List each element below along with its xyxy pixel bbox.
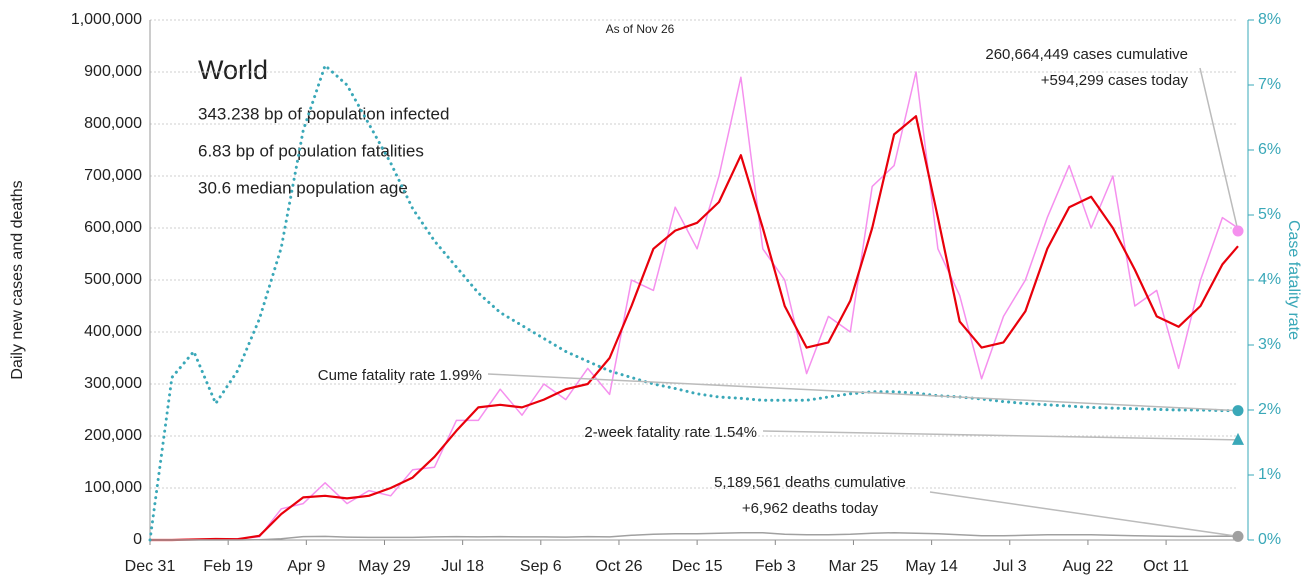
y2-tick-label: 8% <box>1258 11 1281 28</box>
y2-tick-label: 6% <box>1258 141 1281 158</box>
marker <box>1232 225 1244 237</box>
x-tick-label: Jul 3 <box>993 558 1027 575</box>
y2-tick-label: 3% <box>1258 336 1281 353</box>
x-tick-label: Dec 31 <box>125 558 176 575</box>
leader-line <box>487 373 1239 412</box>
y-tick-label: 500,000 <box>84 271 142 288</box>
y2-tick-label: 4% <box>1258 271 1281 288</box>
x-tick-label: Feb 3 <box>755 558 796 575</box>
annotation: 260,664,449 cases cumulative <box>985 46 1188 63</box>
y-tick-label: 1,000,000 <box>71 11 142 28</box>
series-line <box>150 115 1239 542</box>
y2-axis-label: Case fatality rate <box>1285 220 1302 340</box>
marker <box>1232 530 1244 542</box>
note: 6.83 bp of population fatalities <box>198 141 424 160</box>
x-tick-label: Aug 22 <box>1063 558 1114 575</box>
x-tick-label: May 14 <box>905 558 958 575</box>
y-tick-label: 600,000 <box>84 219 142 236</box>
y-tick-label: 0 <box>133 531 142 548</box>
annotation: Cume fatality rate 1.99% <box>318 367 482 384</box>
series-line <box>150 531 1239 541</box>
leader-line <box>762 430 1239 441</box>
annotation: +6,962 deaths today <box>742 500 879 517</box>
chart-title: World <box>198 55 268 85</box>
x-tick-label: Oct 11 <box>1143 558 1189 575</box>
annotation: +594,299 cases today <box>1041 72 1189 89</box>
x-tick-label: Jul 18 <box>441 558 484 575</box>
y-tick-label: 700,000 <box>84 167 142 184</box>
series-line <box>150 71 1239 541</box>
x-tick-label: Dec 15 <box>672 558 723 575</box>
x-tick-label: Mar 25 <box>829 558 879 575</box>
x-tick-label: Sep 6 <box>520 558 562 575</box>
y-axis-label: Daily new cases and deaths <box>9 180 26 379</box>
chart-subtitle: As of Nov 26 <box>606 22 675 36</box>
leader-line <box>929 491 1239 538</box>
y2-tick-label: 0% <box>1258 531 1281 548</box>
y-tick-label: 800,000 <box>84 115 142 132</box>
marker <box>1232 432 1244 445</box>
x-tick-label: Oct 26 <box>595 558 642 575</box>
y-tick-label: 400,000 <box>84 323 142 340</box>
y2-tick-label: 7% <box>1258 76 1281 93</box>
x-tick-label: Apr 9 <box>287 558 325 575</box>
x-tick-label: May 29 <box>358 558 411 575</box>
y-tick-label: 100,000 <box>84 479 142 496</box>
y2-tick-label: 1% <box>1258 466 1281 483</box>
y2-tick-label: 2% <box>1258 401 1281 418</box>
x-tick-label: Feb 19 <box>203 558 253 575</box>
y-tick-label: 200,000 <box>84 427 142 444</box>
annotation: 5,189,561 deaths cumulative <box>714 474 906 491</box>
marker <box>1232 405 1244 417</box>
series-line <box>148 64 1240 542</box>
y-tick-label: 300,000 <box>84 375 142 392</box>
annotation: 2-week fatality rate 1.54% <box>584 424 757 441</box>
y-tick-label: 900,000 <box>84 63 142 80</box>
y2-tick-label: 5% <box>1258 206 1281 223</box>
note: 30.6 median population age <box>198 178 408 197</box>
note: 343.238 bp of population infected <box>198 104 449 123</box>
leader-line <box>1199 67 1239 232</box>
